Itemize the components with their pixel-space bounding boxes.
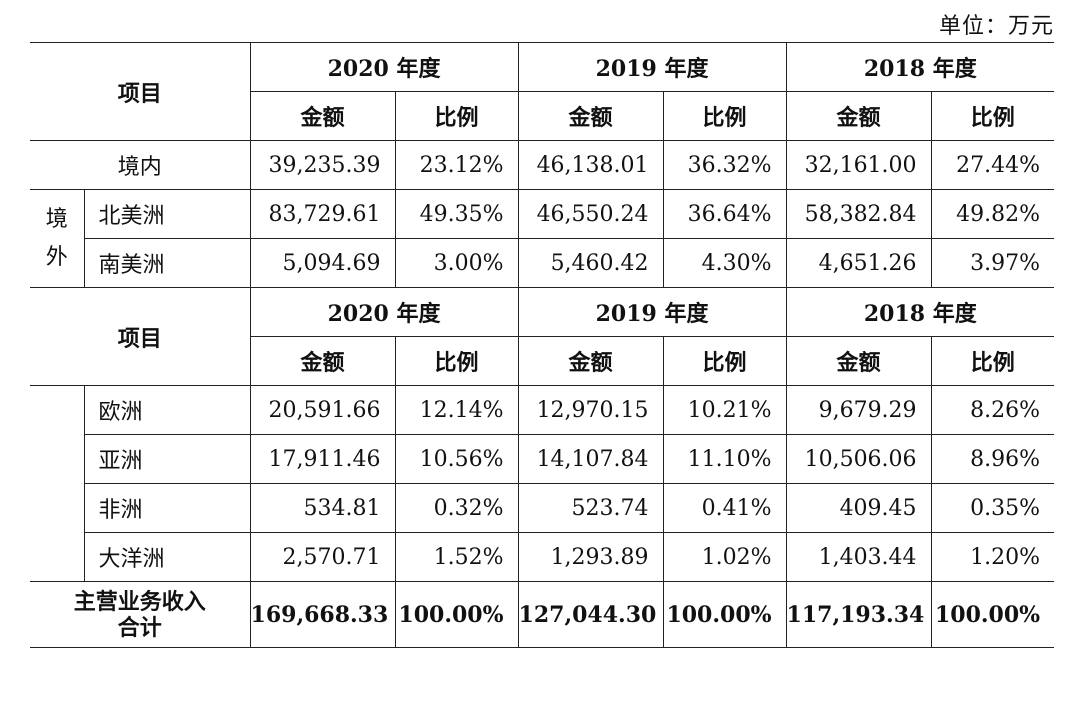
amount-header: 金额	[250, 337, 395, 386]
cell-ratio: 0.35%	[931, 484, 1054, 533]
amount-header: 金额	[786, 337, 931, 386]
row-label: 欧洲	[84, 386, 250, 435]
header-row-years: 项目 2020 年度 2019 年度 2018 年度	[30, 43, 1054, 92]
cell-ratio: 8.26%	[931, 386, 1054, 435]
row-label: 境内	[30, 141, 250, 190]
amount-header: 金额	[250, 92, 395, 141]
cell-ratio: 49.82%	[931, 190, 1054, 239]
cell-amount: 5,094.69	[250, 239, 395, 288]
cell-amount: 12,970.15	[518, 386, 663, 435]
year-header-2018: 2018 年度	[786, 43, 1054, 92]
cell-amount: 409.45	[786, 484, 931, 533]
ratio-header: 比例	[663, 337, 786, 386]
total-label-line: 合计	[30, 615, 250, 641]
row-label: 南美洲	[84, 239, 250, 288]
cell-amount: 32,161.00	[786, 141, 931, 190]
cell-ratio: 10.56%	[395, 435, 518, 484]
cell-amount: 58,382.84	[786, 190, 931, 239]
year-header-2019: 2019 年度	[518, 43, 786, 92]
revenue-by-region-table: 项目 2020 年度 2019 年度 2018 年度 金额 比例 金额 比例 金…	[30, 42, 1054, 648]
header-row-years: 项目 2020 年度 2019 年度 2018 年度	[30, 288, 1054, 337]
cell-ratio: 1.02%	[663, 533, 786, 582]
table-row-total: 主营业务收入 合计 169,668.33 100.00% 127,044.30 …	[30, 582, 1054, 648]
item-header: 项目	[30, 288, 250, 386]
table-row: 南美洲 5,094.69 3.00% 5,460.42 4.30% 4,651.…	[30, 239, 1054, 288]
cell-amount: 20,591.66	[250, 386, 395, 435]
cell-ratio: 3.97%	[931, 239, 1054, 288]
table-row: 亚洲 17,911.46 10.56% 14,107.84 11.10% 10,…	[30, 435, 1054, 484]
cell-amount: 2,570.71	[250, 533, 395, 582]
cell-ratio: 36.64%	[663, 190, 786, 239]
cell-ratio: 23.12%	[395, 141, 518, 190]
cell-ratio: 4.30%	[663, 239, 786, 288]
total-label-line: 主营业务收入	[30, 589, 250, 615]
table-row: 非洲 534.81 0.32% 523.74 0.41% 409.45 0.35…	[30, 484, 1054, 533]
table-row: 大洋洲 2,570.71 1.52% 1,293.89 1.02% 1,403.…	[30, 533, 1054, 582]
ratio-header: 比例	[931, 92, 1054, 141]
overseas-char: 外	[30, 239, 84, 277]
ratio-header: 比例	[931, 337, 1054, 386]
cell-ratio: 3.00%	[395, 239, 518, 288]
overseas-continued-cell	[30, 386, 84, 582]
cell-amount: 1,293.89	[518, 533, 663, 582]
table-row: 境 外 北美洲 83,729.61 49.35% 46,550.24 36.64…	[30, 190, 1054, 239]
cell-amount: 523.74	[518, 484, 663, 533]
row-label: 北美洲	[84, 190, 250, 239]
cell-amount: 4,651.26	[786, 239, 931, 288]
year-header-2020: 2020 年度	[250, 43, 518, 92]
cell-amount: 169,668.33	[250, 582, 395, 648]
overseas-label: 境 外	[30, 190, 84, 288]
total-label: 主营业务收入 合计	[30, 582, 250, 648]
cell-ratio: 0.32%	[395, 484, 518, 533]
cell-amount: 14,107.84	[518, 435, 663, 484]
cell-ratio: 27.44%	[931, 141, 1054, 190]
year-header-2018: 2018 年度	[786, 288, 1054, 337]
cell-ratio: 100.00%	[395, 582, 518, 648]
cell-ratio: 49.35%	[395, 190, 518, 239]
cell-ratio: 100.00%	[663, 582, 786, 648]
cell-ratio: 10.21%	[663, 386, 786, 435]
cell-ratio: 1.52%	[395, 533, 518, 582]
cell-amount: 5,460.42	[518, 239, 663, 288]
amount-header: 金额	[518, 92, 663, 141]
cell-amount: 534.81	[250, 484, 395, 533]
ratio-header: 比例	[395, 92, 518, 141]
overseas-char: 境	[30, 201, 84, 239]
cell-ratio: 0.41%	[663, 484, 786, 533]
cell-amount: 17,911.46	[250, 435, 395, 484]
cell-amount: 39,235.39	[250, 141, 395, 190]
table-row: 欧洲 20,591.66 12.14% 12,970.15 10.21% 9,6…	[30, 386, 1054, 435]
row-label: 非洲	[84, 484, 250, 533]
unit-label: 单位：万元	[939, 8, 1054, 40]
item-header: 项目	[30, 43, 250, 141]
cell-ratio: 1.20%	[931, 533, 1054, 582]
cell-amount: 46,550.24	[518, 190, 663, 239]
amount-header: 金额	[786, 92, 931, 141]
cell-ratio: 8.96%	[931, 435, 1054, 484]
year-header-2020: 2020 年度	[250, 288, 518, 337]
row-label: 亚洲	[84, 435, 250, 484]
ratio-header: 比例	[395, 337, 518, 386]
cell-amount: 127,044.30	[518, 582, 663, 648]
cell-ratio: 36.32%	[663, 141, 786, 190]
cell-amount: 1,403.44	[786, 533, 931, 582]
amount-header: 金额	[518, 337, 663, 386]
cell-amount: 10,506.06	[786, 435, 931, 484]
cell-amount: 46,138.01	[518, 141, 663, 190]
row-label: 大洋洲	[84, 533, 250, 582]
cell-ratio: 11.10%	[663, 435, 786, 484]
table-row-domestic: 境内 39,235.39 23.12% 46,138.01 36.32% 32,…	[30, 141, 1054, 190]
cell-ratio: 100.00%	[931, 582, 1054, 648]
year-header-2019: 2019 年度	[518, 288, 786, 337]
cell-amount: 117,193.34	[786, 582, 931, 648]
cell-ratio: 12.14%	[395, 386, 518, 435]
cell-amount: 9,679.29	[786, 386, 931, 435]
ratio-header: 比例	[663, 92, 786, 141]
cell-amount: 83,729.61	[250, 190, 395, 239]
